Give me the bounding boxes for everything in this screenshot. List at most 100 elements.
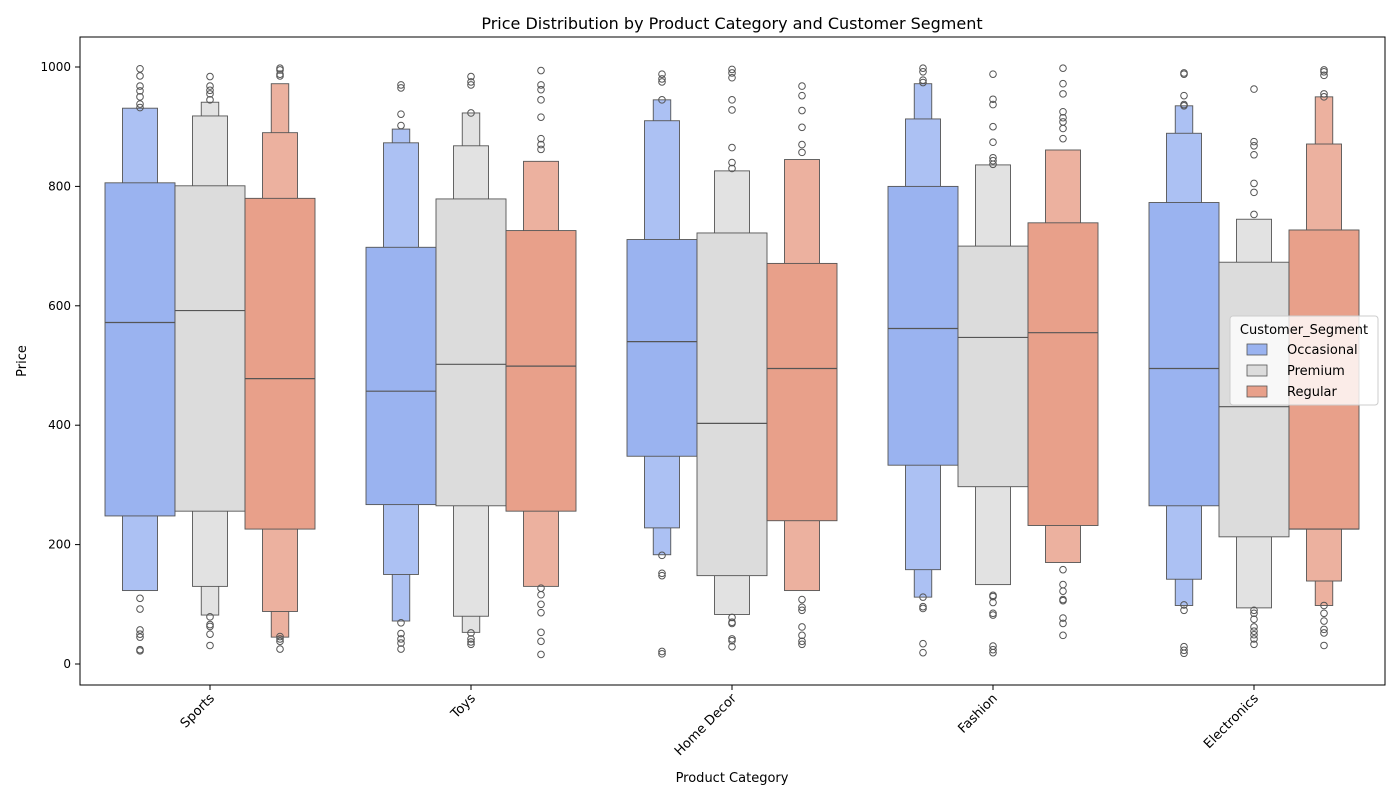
outlier-point [989,592,997,601]
outlier-point [136,72,144,80]
outlier-point [798,595,806,604]
outlier-point [728,106,736,114]
outlier-point [467,629,475,637]
outlier-point [1180,102,1188,110]
outlier-point [798,623,806,631]
legend-frame [1229,315,1379,406]
outlier-point [1059,64,1067,72]
x-tick-label: Home Decor [672,691,740,759]
outlier-point [728,65,736,74]
outlier-point [397,121,405,130]
outlier-point [919,593,927,601]
outlier-point [1320,90,1328,98]
outlier-point [1320,609,1328,618]
outlier-point [136,594,144,603]
outlier-point [919,639,927,648]
outlier-point [1320,601,1328,610]
outlier-point [1250,627,1258,635]
outlier-point [798,640,806,649]
outlier-point [1059,79,1067,88]
outlier-point [989,598,997,607]
outlier-point [1059,134,1067,143]
outlier-point [136,100,144,108]
outlier-point [798,140,806,149]
outlier-point [276,66,284,74]
outlier-point [1180,601,1188,609]
outlier-point [1320,71,1328,80]
outlier-point [537,590,545,599]
outlier-point [1059,631,1067,640]
legend: Customer_Segment Occasional Premium Regula… [1229,315,1379,406]
outlier-point [136,605,144,613]
chart-title: Price Distribution by Product Category a… [481,14,982,33]
outlier-point [1250,640,1258,649]
outlier-point [537,113,545,121]
outlier-point [1059,619,1067,628]
outlier-point [1250,609,1258,618]
outlier-point [276,635,284,643]
outlier-point [537,650,545,659]
outlier-point [1059,124,1067,133]
outlier-point [1059,118,1067,126]
outlier-point [1320,625,1328,634]
outlier-point [206,82,214,90]
outlier-point [537,134,545,143]
outlier-point [537,66,545,75]
outlier-point [1250,210,1258,219]
x-tick-label: Toys [448,691,479,722]
boxen-box [696,232,768,577]
outlier-point [658,78,666,86]
outlier-point [276,632,284,641]
outlier-point [658,96,666,104]
outlier-point [136,82,144,90]
outlier-point [206,86,214,95]
outlier-point [1250,142,1258,150]
outlier-point [798,148,806,157]
outlier-point [136,633,144,641]
outlier-point [537,637,545,646]
boxen-box [435,198,507,507]
y-tick-label: 200 [48,538,71,552]
boxen-box [505,230,577,512]
outlier-point [397,81,405,89]
outlier-point [1059,107,1067,116]
outlier-point [136,626,144,634]
boxen-box [365,246,437,506]
outlier-point [989,645,997,654]
legend-title: Customer_Segment [1240,323,1368,338]
outlier-point [397,84,405,92]
outlier-point [728,636,736,645]
outlier-point [919,64,927,72]
outlier-point [397,635,405,643]
outlier-point [537,145,545,154]
outlier-point [276,637,284,646]
boxen-box [244,197,316,530]
outlier-point [1180,70,1188,78]
outlier-point [919,76,927,84]
outlier-point [1250,630,1258,639]
outlier-point [1180,91,1188,100]
outlier-point [537,96,545,104]
outlier-point [1250,623,1258,631]
outlier-point [537,600,545,609]
y-tick-label: 600 [48,299,71,313]
outlier-point [989,156,997,165]
x-tick-label: Electronics [1201,691,1262,752]
outlier-point [136,87,144,95]
outlier-point [206,613,214,621]
outlier-point [206,90,214,98]
x-tick-label: Sports [178,691,218,731]
outlier-point [276,645,284,653]
outlier-point [276,72,284,80]
outlier-point [467,640,475,649]
boxen-box [957,245,1029,488]
outlier-point [397,645,405,653]
outlier-point [1059,90,1067,98]
outlier-point [537,628,545,637]
outlier-point [206,641,214,650]
outlier-point [919,78,927,87]
outlier-point [1250,179,1258,188]
outlier-point [728,613,736,622]
outlier-point [728,619,736,628]
outlier-point [1250,635,1258,643]
